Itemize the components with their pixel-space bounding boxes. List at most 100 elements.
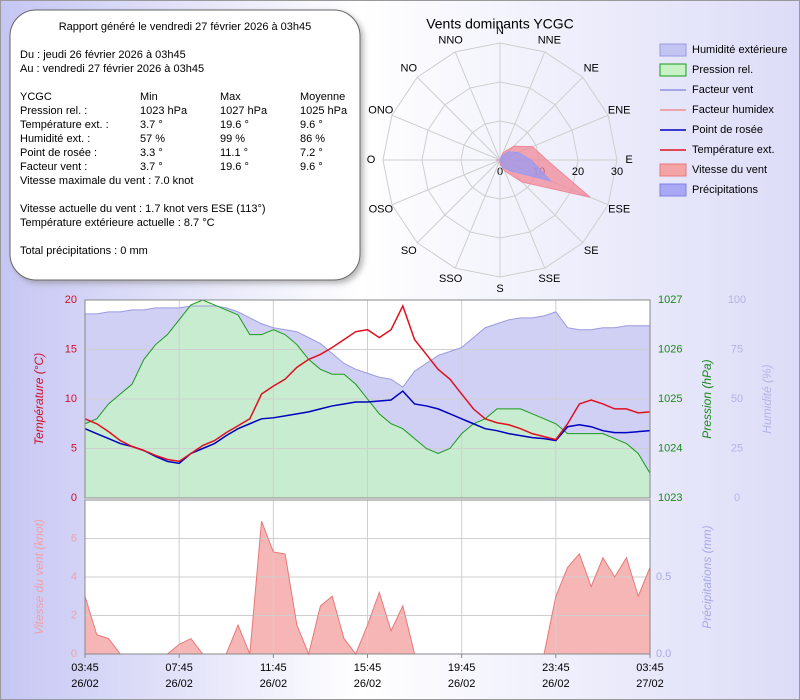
report-cell: Température ext. : <box>20 119 109 131</box>
report-cell: 99 % <box>220 133 245 145</box>
report-cell: 57 % <box>140 133 165 145</box>
polar-spoke <box>454 159 501 269</box>
series-line <box>84 304 651 463</box>
legend-swatch <box>659 163 687 177</box>
y3-tick-label: 100 <box>728 294 746 306</box>
y2-axis-label: Précipitations (mm) <box>700 525 714 628</box>
y-axis-label: Température (°C) <box>32 353 46 445</box>
y3-axis-label: Humidité (%) <box>760 364 774 433</box>
x-tick-date: 26/02 <box>165 678 193 690</box>
direction-label: SSE <box>538 273 560 285</box>
y-tick-label: 2 <box>71 609 77 621</box>
report-header: YCGC <box>20 91 52 103</box>
wind-rose-area <box>499 151 552 182</box>
series-line <box>84 520 651 656</box>
x-tick-date: 26/02 <box>542 678 570 690</box>
y2-tick-label: 1024 <box>658 442 682 454</box>
y-tick-label: 20 <box>65 294 77 306</box>
polar-spoke <box>416 159 501 244</box>
x-tick-label: 03:45 <box>71 662 99 674</box>
y-tick-label: 0 <box>71 648 77 660</box>
y2-tick-label: 1023 <box>658 492 682 504</box>
report-cell: 86 % <box>300 133 325 145</box>
legend-label: Facteur vent <box>692 84 753 96</box>
polar-spoke <box>454 51 501 161</box>
x-tick-date: 27/02 <box>636 678 664 690</box>
direction-label: SO <box>401 245 417 257</box>
polar-spoke <box>416 76 501 161</box>
direction-label: OSO <box>369 203 394 215</box>
y3-tick-label: 50 <box>731 393 743 405</box>
report-header: Moyenne <box>300 91 345 103</box>
y2-tick-label: 1027 <box>658 294 682 306</box>
direction-label: N <box>496 25 504 37</box>
legend-label: Pression rel. <box>692 64 753 76</box>
y2-tick-label: 1026 <box>658 343 682 355</box>
report-cell: 9.6 ° <box>300 161 323 173</box>
direction-label: S <box>496 283 503 295</box>
report-to: Au : vendredi 27 février 2026 à 03h45 <box>20 63 204 75</box>
y2-tick-label: 0.5 <box>656 571 671 583</box>
x-tick-label: 23:45 <box>542 662 570 674</box>
x-tick-label: 07:45 <box>165 662 193 674</box>
y-axis-label: Vitesse du vent (knot) <box>32 519 46 635</box>
direction-label: NNO <box>438 35 463 47</box>
report-cell: 1027 hPa <box>220 105 268 117</box>
y2-tick-label: 0.0 <box>656 648 671 660</box>
x-tick-label: 19:45 <box>448 662 476 674</box>
report-max-wind: Vitesse maximale du vent : 7.0 knot <box>20 175 193 187</box>
legend-label: Facteur humidex <box>692 104 774 116</box>
report-box <box>9 9 361 281</box>
y3-tick-label: 0 <box>734 492 740 504</box>
series-line <box>84 299 651 474</box>
x-tick-date: 26/02 <box>71 678 99 690</box>
report-title: Rapport généré le vendredi 27 février 20… <box>59 21 312 33</box>
legend-label: Humidité extérieure <box>692 44 787 56</box>
polar-spoke <box>499 159 546 269</box>
report-cell: 1025 hPa <box>300 105 348 117</box>
x-tick-date: 26/02 <box>260 678 288 690</box>
y-tick-label: 15 <box>65 343 77 355</box>
legend-swatch <box>659 43 687 57</box>
report-cell: 3.3 ° <box>140 147 163 159</box>
x-tick-date: 26/02 <box>448 678 476 690</box>
legend-label: Température ext. <box>692 144 775 156</box>
report-from: Du : jeudi 26 février 2026 à 03h45 <box>20 49 186 61</box>
report-cell: 3.7 ° <box>140 161 163 173</box>
legend-label: Vitesse du vent <box>692 164 767 176</box>
y-tick-label: 4 <box>71 571 77 583</box>
series-line <box>84 390 651 465</box>
legend-swatch <box>659 63 687 77</box>
direction-label: SSO <box>439 273 463 285</box>
report-cell: 7.2 ° <box>300 147 323 159</box>
polar-tick-label: 30 <box>611 166 623 178</box>
report-cell: 1023 hPa <box>140 105 188 117</box>
direction-label: ONO <box>368 105 394 117</box>
report-cell: Point de rosée : <box>20 147 97 159</box>
direction-label: NNE <box>538 35 561 47</box>
y2-axis-label: Pression (hPa) <box>700 359 714 438</box>
report-cell: Facteur vent : <box>20 161 87 173</box>
y-tick-label: 10 <box>65 393 77 405</box>
legend-label: Précipitations <box>692 184 759 196</box>
polar-tick-label: 20 <box>572 166 584 178</box>
x-tick-label: 15:45 <box>354 662 382 674</box>
y-tick-label: 5 <box>71 442 77 454</box>
y2-tick-label: 1025 <box>658 393 682 405</box>
report-cell: Humidité ext. : <box>20 133 90 145</box>
plot-frame <box>84 299 651 499</box>
report-precip: Total précipitations : 0 mm <box>20 245 148 257</box>
direction-label: NE <box>584 63 599 75</box>
x-tick-label: 11:45 <box>260 662 287 674</box>
legend-label: Point de rosée <box>692 124 763 136</box>
series-line <box>85 305 650 388</box>
report-cell: 3.7 ° <box>140 119 163 131</box>
y-tick-label: 0 <box>71 492 77 504</box>
polar-title: Vents dominants YCGC <box>426 16 574 32</box>
report-cell: 19.6 ° <box>220 119 249 131</box>
polar-spoke <box>391 159 501 206</box>
x-tick-label: 03:45 <box>636 662 664 674</box>
y3-tick-label: 25 <box>731 442 743 454</box>
report-cell: 19.6 ° <box>220 161 249 173</box>
